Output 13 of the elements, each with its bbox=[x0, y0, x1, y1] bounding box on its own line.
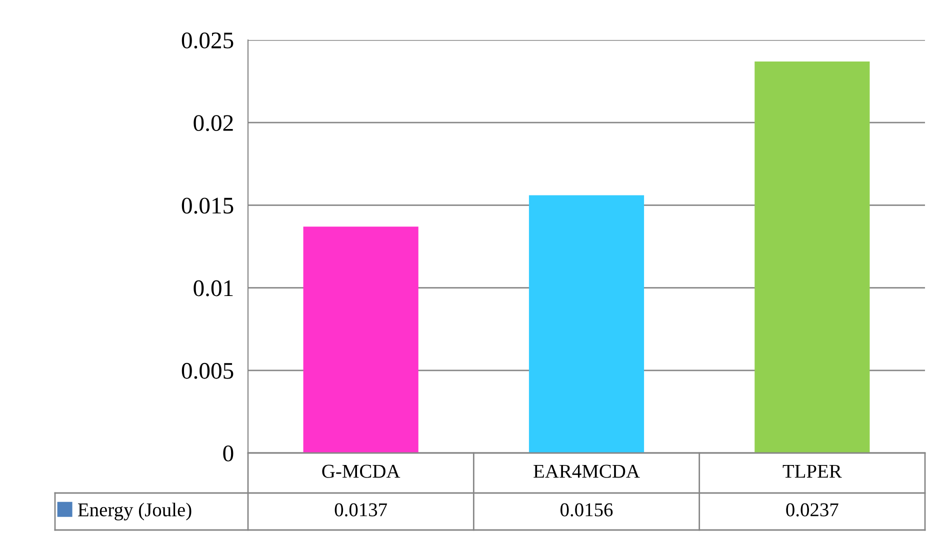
y-tick-label: 0.005 bbox=[182, 362, 234, 379]
text: Energy (Joule) bbox=[78, 502, 192, 520]
y-tick-label: 0.02 bbox=[194, 115, 233, 132]
x-tick-label: TLPER bbox=[782, 464, 842, 478]
y-tick-label: 0 bbox=[223, 445, 234, 462]
y-tick-label: 0.025 bbox=[182, 32, 234, 49]
y-tick-label: 0.015 bbox=[182, 198, 234, 214]
data-label: 0.0237 bbox=[786, 503, 838, 516]
data-label: 0.0137 bbox=[334, 503, 388, 516]
y-tick-label: 0.01 bbox=[194, 280, 233, 296]
x-tick-label: G-MCDA bbox=[322, 464, 400, 478]
data-label: 0.0156 bbox=[560, 503, 613, 516]
x-tick-label: EAR4MCDA bbox=[534, 464, 640, 478]
